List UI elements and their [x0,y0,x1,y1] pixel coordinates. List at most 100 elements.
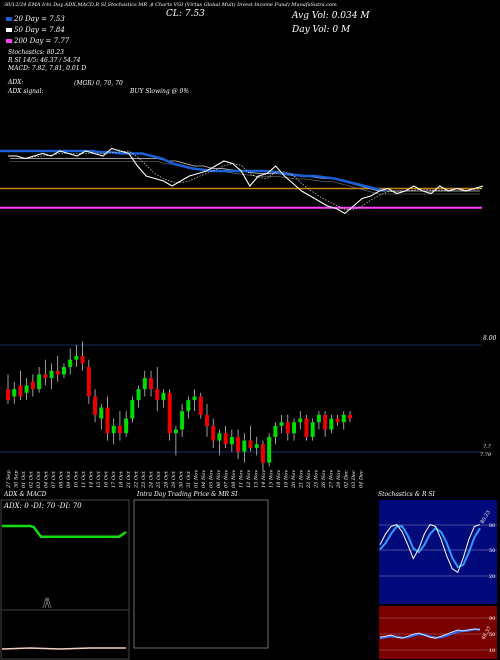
candle-body [254,444,259,448]
candle-body [105,407,110,434]
candle-body [304,418,309,437]
date-tick-label: 31 Oct [186,470,192,488]
candle-body [55,370,60,375]
candle-body [167,392,172,434]
date-tick-label: 02 Oct [29,470,35,488]
stochastics-value: Stochastics: 80.23 [8,49,64,56]
date-tick-label: 12 Nov [246,470,252,488]
candle-body [173,429,178,434]
date-tick-label: 08 Nov [231,470,237,488]
rsi-level-label: 90 [489,616,495,622]
buy-signal: BUY Slowing @ 0% [130,88,190,95]
candle-body [136,389,141,401]
date-tick-label: 02 Dec [344,470,350,488]
adx-panel [0,499,130,660]
candle-body [142,378,147,390]
date-tick-label: 15 Nov [269,470,275,488]
candle-body [49,370,54,379]
candle-body [18,385,23,397]
date-tick-label: 11 Oct [81,470,87,488]
candle-body [223,433,228,445]
ema50-swatch [6,28,12,32]
candle-body [236,436,241,452]
date-tick-label: 03 Dec [351,470,357,488]
date-tick-label: 30 Oct [179,470,185,488]
candle-body [180,411,185,430]
candle-body [117,425,122,434]
candle-body [43,374,48,379]
stochastics-level-label: 20 [489,574,495,580]
rsi-line [379,628,481,639]
date-tick-label: 11 Nov [239,470,245,488]
date-tick-label: 29 Oct [171,470,177,489]
candle-body [30,381,35,390]
date-tick-label: 21 Nov [299,470,305,489]
date-tick-label: 18 Oct [119,470,125,488]
date-tick-label: 04 Nov [201,470,207,488]
ema50-band-line [10,161,480,195]
day-volume-label: Day Vol: 0 M [292,25,351,35]
legend-ema20: 20 Day = 7.53 [6,15,65,23]
date-tick-label: 07 Oct [51,470,57,488]
avg-volume-label: Avg Vol: 0.034 M [292,11,370,21]
candle-body [298,418,303,423]
stochastics-level-label: 80 [489,523,495,529]
date-tick-label: 27 Sep [6,470,12,489]
date-tick-label: 18 Nov [276,470,282,488]
stochastics-level-label: 50 [489,548,495,554]
moving-average-panel [0,147,484,215]
candle-body [6,389,10,401]
candle-body [285,422,290,434]
macd-value: MACD: 7.82, 7.81, 0.01 D [8,65,87,72]
macd-line [1,647,126,650]
stochastics-background [379,500,497,604]
chart-header-line: 30/12/24 EMA Ichi Day ADX,MACD,R SI,Stoc… [4,2,337,8]
ema20-line [0,149,386,193]
date-axis: 27 Sep 30 Sep 01 Oct 02 Oct 03 Oct 04 Oct 07 O… [6,470,365,489]
adx-label: ADX: [8,79,24,86]
adx-panel-frame [0,499,130,660]
candle-body [24,385,29,393]
candle-body [204,414,209,426]
date-tick-label: 14 Nov [261,470,267,488]
rsi-value: R SI 14/5: 46.37 / 54.74 [8,57,81,64]
rsi-level-label: 50 [489,632,495,638]
date-tick-label: 07 Nov [224,470,230,488]
rsi-level-label: 10 [489,648,495,654]
date-tick-label: 25 Oct [156,470,162,489]
candle-body [323,414,328,430]
date-tick-label: 24 Oct [149,470,155,489]
date-tick-label: 04 Oct [44,470,50,488]
date-tick-label: 05 Nov [209,470,215,488]
candle-body [155,389,160,401]
date-tick-label: 08 Oct [59,470,65,488]
candle-body [260,444,265,463]
adx-panel-label: ADX: 0 -DI: 70 -DI: 70 [4,502,82,510]
intraday-panel [133,499,269,649]
candle-body [310,422,315,437]
candle-body [99,407,104,419]
date-tick-label: 13 Nov [254,470,260,488]
date-tick-label: 16 Oct [104,470,110,488]
date-tick-label: 19 Nov [284,470,290,488]
candle-body [348,414,352,419]
candle-body [316,414,321,423]
candle-body [61,367,66,375]
date-tick-label: 22 Oct [134,470,140,489]
candle-body [80,356,85,364]
di-line [2,524,127,539]
ema20-swatch [6,17,12,21]
candle-body [229,436,234,445]
date-tick-label: 01 Nov [194,470,200,488]
date-tick-label: 17 Oct [111,470,117,488]
candle-body [341,414,346,423]
candle-body [273,425,278,437]
date-tick-label: 10 Oct [74,470,80,488]
candle-body [161,392,166,401]
date-tick-label: 06 Nov [216,470,222,488]
candle-body [186,400,191,412]
mgr-value: (MGR) 0, 70, 70 [74,80,123,87]
candle-body [111,425,116,434]
